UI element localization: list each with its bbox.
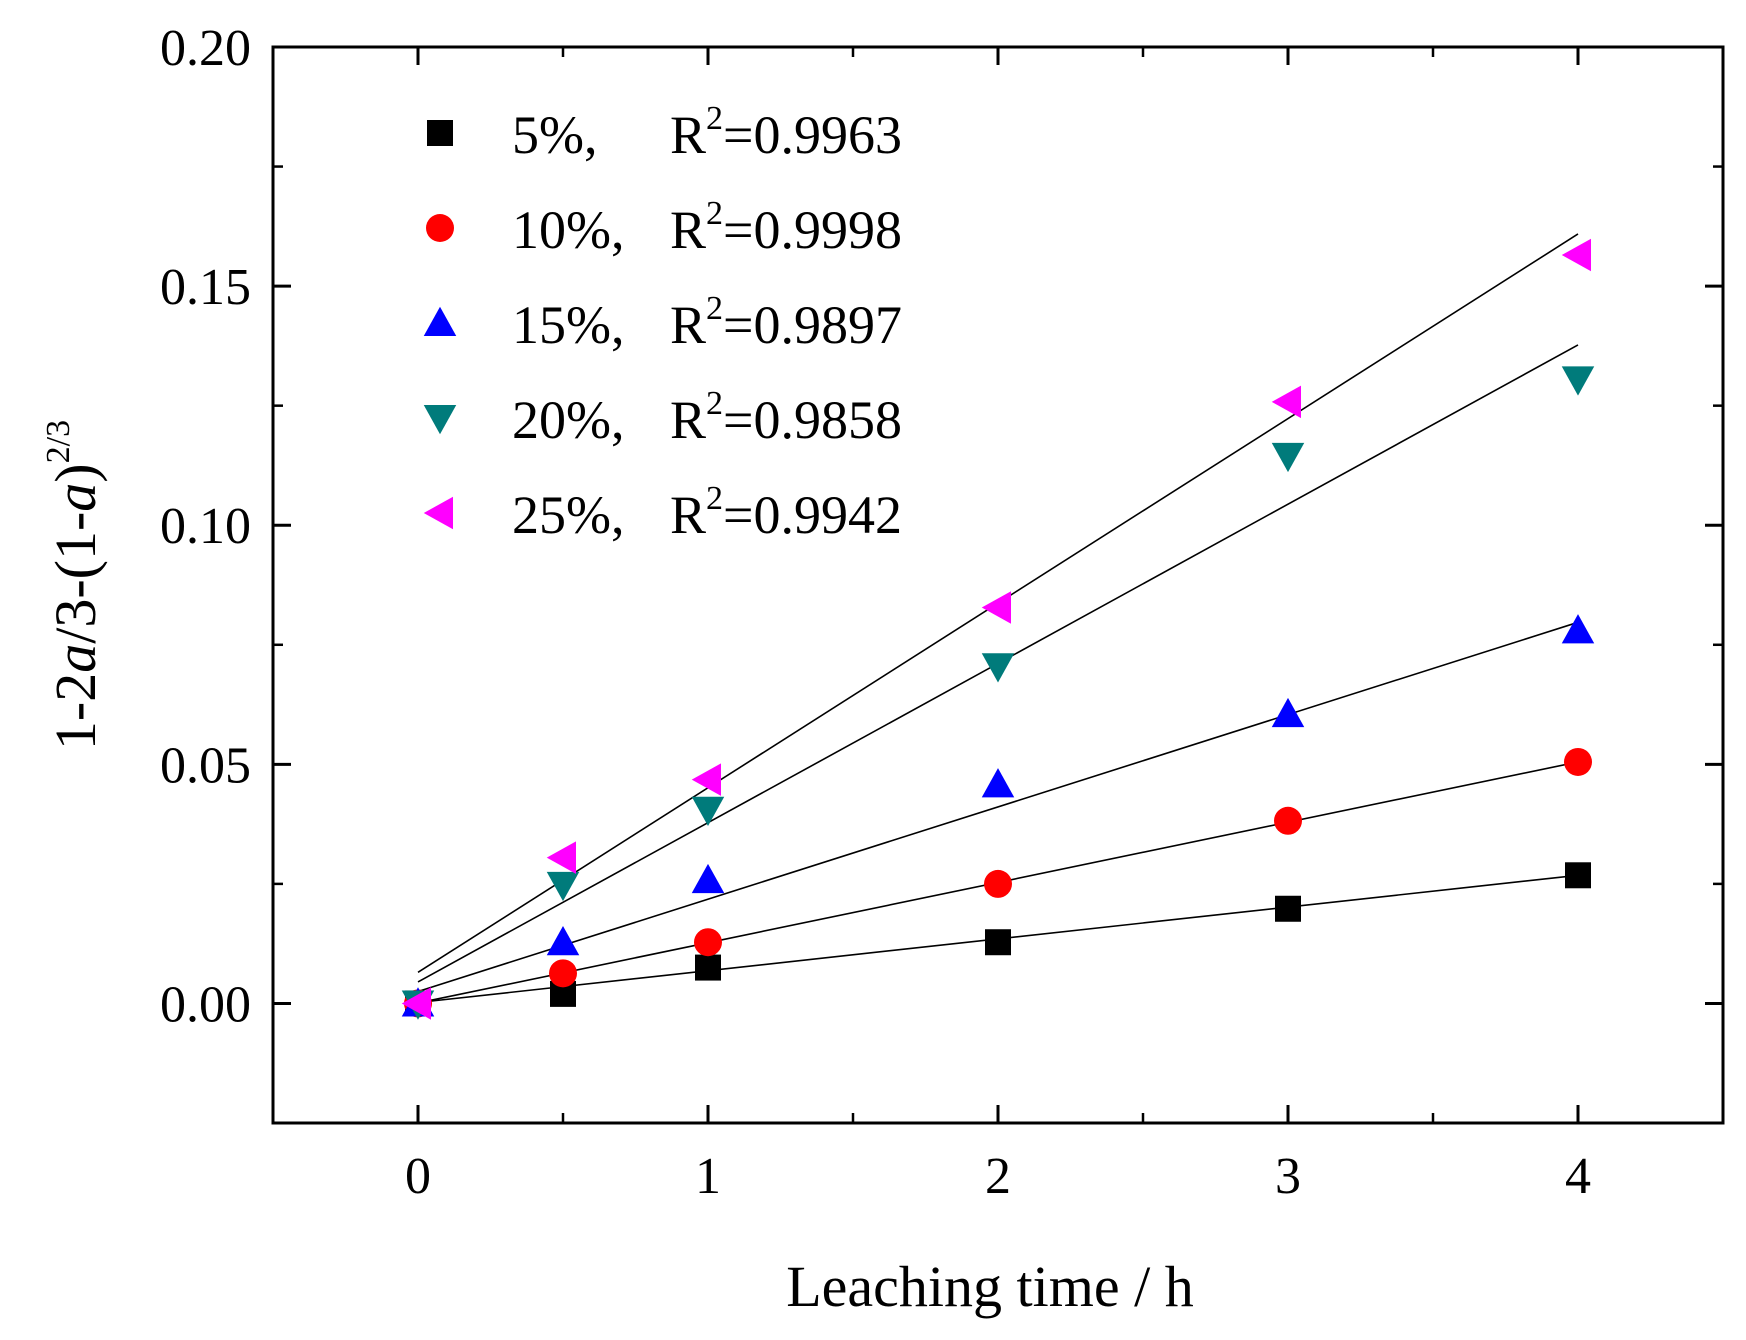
data-point: [981, 768, 1015, 798]
x-tick-label: 3: [1275, 1148, 1301, 1205]
legend-marker: [423, 306, 457, 336]
legend-series-name: 5%,: [512, 105, 597, 165]
y-tick-label: 0.15: [160, 259, 251, 316]
data-point: [984, 869, 1012, 898]
y-axis-title-var2: a: [43, 483, 108, 512]
y-tick-label: 0.10: [160, 498, 251, 555]
legend-r-label: R: [670, 200, 706, 260]
fit-line: [417, 621, 1579, 993]
y-axis-title-suffix: ): [43, 463, 108, 482]
data-point: [1271, 385, 1301, 419]
plot-frame: [271, 45, 1725, 1125]
data-point: [981, 591, 1011, 624]
data-point: [549, 959, 577, 988]
data-point: [401, 987, 431, 1020]
y-tick-label: 0.00: [160, 976, 251, 1033]
legend-r-label: R: [670, 295, 706, 355]
legend-r-label: R: [670, 485, 706, 545]
legend-r-value: =0.9858: [723, 390, 902, 450]
data-point: [691, 863, 725, 894]
y-tick-label: 0.05: [160, 737, 251, 794]
data-point: [691, 763, 721, 796]
data-point: [1561, 366, 1595, 396]
data-point: [694, 928, 722, 957]
data-point: [691, 796, 725, 827]
legend-r-exponent: 2: [706, 100, 723, 137]
legend-label: 15%, R2=0.9897: [512, 290, 902, 355]
data-point: [1561, 238, 1591, 272]
legend-series-name: 25%,: [512, 485, 624, 545]
legend-marker: [423, 496, 453, 530]
y-tick-label: 0.20: [160, 20, 251, 77]
legend-r-value: =0.9998: [723, 200, 902, 260]
legend-marker: [426, 214, 454, 242]
y-axis-title-var1: a: [43, 644, 108, 673]
data-point: [546, 841, 576, 874]
x-tick-label: 0: [405, 1148, 431, 1205]
y-axis-title-mid: /3-(1-: [43, 512, 108, 644]
legend-r-exponent: 2: [706, 480, 723, 517]
legend-r-exponent: 2: [706, 195, 723, 232]
legend-label: 25%, R2=0.9942: [512, 480, 902, 545]
legend-label: 5%, R2=0.9963: [512, 100, 902, 165]
data-point: [695, 954, 721, 981]
y-axis-title: 1-2a/3-(1-a)2/3: [40, 420, 108, 750]
legend-marker: [423, 405, 457, 435]
data-point: [1271, 442, 1305, 473]
legend-r-value: =0.9897: [723, 295, 902, 355]
data-markers: [401, 238, 1595, 1020]
data-point: [546, 925, 580, 956]
data-point: [1271, 697, 1305, 728]
legend-r-value: =0.9942: [723, 485, 902, 545]
legend-series-name: 20%,: [512, 390, 624, 450]
legend-r-label: R: [670, 105, 706, 165]
legend-label: 10%, R2=0.9998: [512, 195, 902, 260]
x-tick-label: 4: [1565, 1148, 1591, 1205]
x-axis-title: Leaching time / h: [786, 1254, 1193, 1319]
data-point: [1275, 895, 1301, 922]
y-axis-title-exponent: 2/3: [40, 420, 77, 463]
x-axis: 0 1 2 3 4: [405, 47, 1591, 1205]
legend-r-label: R: [670, 390, 706, 450]
x-tick-label: 2: [985, 1148, 1011, 1205]
data-point: [985, 929, 1011, 956]
data-point: [1274, 806, 1302, 835]
y-axis: 0.00 0.05 0.10 0.15 0.20: [160, 20, 1723, 1033]
legend-label: 20%, R2=0.9858: [512, 385, 902, 450]
data-point: [1564, 747, 1592, 776]
legend-series-name: 10%,: [512, 200, 624, 260]
legend-series-name: 15%,: [512, 295, 624, 355]
y-axis-title-prefix: 1-2: [43, 673, 108, 750]
legend-marker: [427, 120, 453, 146]
data-point: [546, 871, 580, 902]
data-point: [1565, 862, 1591, 889]
legend-r-exponent: 2: [706, 290, 723, 327]
x-tick-label: 1: [695, 1148, 721, 1205]
data-point: [1561, 614, 1595, 644]
data-point: [981, 653, 1015, 683]
legend-r-value: =0.9963: [723, 105, 902, 165]
legend-r-exponent: 2: [706, 385, 723, 422]
